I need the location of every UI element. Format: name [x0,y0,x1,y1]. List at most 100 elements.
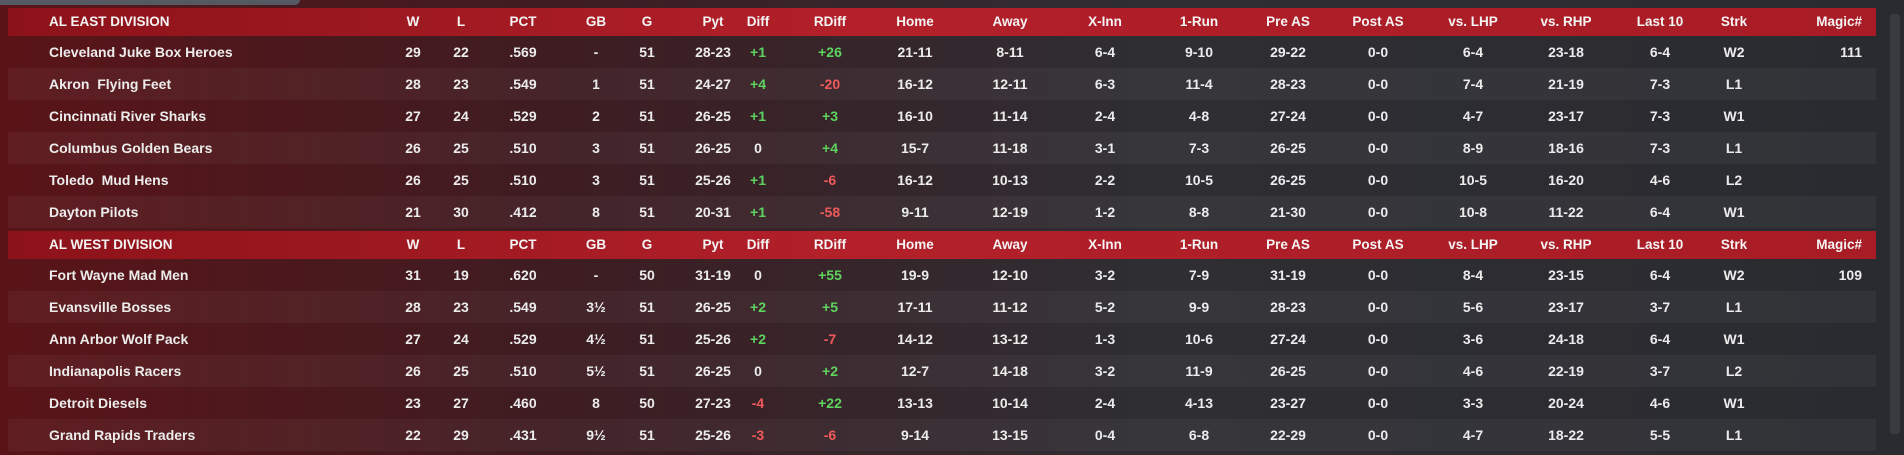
stat: 4½ [586,331,606,347]
column-header: Pyt [702,237,724,252]
stat: .529 [509,108,537,124]
team-row[interactable]: Cincinnati River Sharks 27 24 .529 2 51 26-25 +… [8,100,1876,132]
stat: 9½ [586,427,606,443]
stat: 26-25 [695,140,731,156]
stat: .510 [509,172,537,188]
stat: 0-0 [1367,363,1389,379]
stat: 26 [405,363,421,379]
stat: 23-17 [1548,299,1584,315]
stat: 28 [405,299,421,315]
stat: 7-3 [1649,108,1671,124]
stat: 22 [453,44,469,60]
stat: 4-6 [1649,172,1671,188]
column-header: Diff [746,237,770,252]
stat: 24-27 [695,76,731,92]
stat: - [593,267,599,283]
stat: 27 [405,331,421,347]
stat: 7-3 [1649,140,1671,156]
stat: 1 [592,76,600,92]
stat: 11-22 [1548,204,1584,220]
stat: 6-3 [1094,76,1116,92]
column-header: vs. LHP [1448,14,1498,29]
team-row[interactable]: Akron Flying Feet 28 23 .549 1 51 24-27 +4 -20 16… [8,68,1876,100]
stat: 0-0 [1367,76,1389,92]
stat: 0 [754,363,762,379]
division-title: AL EAST DIVISION [49,14,170,29]
stat: 8-4 [1462,267,1484,283]
stat: 11-12 [992,299,1028,315]
team-row[interactable]: Toledo Mud Hens 26 25 .510 3 51 25-26 +1 -6 16-12… [8,164,1876,196]
stat: 4-6 [1462,363,1484,379]
stat: 21-11 [897,44,933,60]
stat: -20 [819,76,841,92]
stat: W1 [1723,204,1745,220]
stat: .460 [509,395,537,411]
stat: 0-0 [1367,108,1389,124]
stat: -6 [823,172,837,188]
stat: 4-13 [1184,395,1214,411]
stat: 3-2 [1094,363,1116,379]
stat: 22 [405,427,421,443]
stat: 23 [405,395,421,411]
stat: 10-6 [1184,331,1214,347]
stat: .549 [509,76,537,92]
team-row[interactable]: Ann Arbor Wolf Pack 27 24 .529 4½ 51 25-26 +2 -7… [8,323,1876,355]
column-header: Away [992,14,1028,29]
stat: 4-8 [1188,108,1210,124]
stat: 31 [405,267,421,283]
stat: 4-7 [1462,427,1484,443]
stat: 8-8 [1188,204,1210,220]
column-header: L [456,14,466,29]
stat: 11-18 [992,140,1028,156]
column-header: PCT [509,237,537,252]
stat: 51 [639,331,655,347]
scrollbar[interactable] [1890,14,1900,434]
team-row[interactable]: Indianapolis Racers 26 25 .510 5½ 51 26-25 0 +2 1… [8,355,1876,387]
column-header: Magic# [1816,14,1862,29]
team-name: Fort Wayne Mad Men [49,267,189,283]
team-row[interactable]: Evansville Bosses 28 23 .549 3½ 51 26-25 +2 +5 17… [8,291,1876,323]
team-name: Akron Flying Feet [49,76,172,92]
stat: 13-12 [992,331,1028,347]
team-row[interactable]: Columbus Golden Bears 26 25 .510 3 51 26-25 0 +4… [8,132,1876,164]
team-row[interactable]: Fort Wayne Mad Men 31 19 .620 - 50 31-19 0 +55 19… [8,259,1876,291]
stat: 27-23 [695,395,731,411]
stat: 0 [754,267,762,283]
division-title: AL WEST DIVISION [49,237,173,252]
stat: 6-4 [1649,204,1671,220]
team-row[interactable]: Grand Rapids Traders 22 29 .431 9½ 51 25-26 -3 -… [8,419,1876,451]
column-header: Last 10 [1636,14,1684,29]
team-row[interactable]: Cleveland Juke Box Heroes 29 22 .569 - 51 28-2… [8,36,1876,68]
stat: 0-0 [1367,331,1389,347]
stat: 23-18 [1548,44,1584,60]
team-row[interactable]: Detroit Diesels 23 27 .460 8 50 27-23 -4 +22 13-1… [8,387,1876,419]
stat: 25-26 [695,427,731,443]
stat: 28-23 [1270,299,1306,315]
team-row[interactable]: Dayton Pilots 21 30 .412 8 51 20-31 +1 -58 9-11 12… [8,196,1876,228]
stat: .431 [509,427,537,443]
stat: W1 [1723,331,1745,347]
column-header: Post AS [1352,14,1404,29]
stat: 19-9 [900,267,930,283]
stat: 16-10 [897,108,933,124]
stat: +4 [822,140,838,156]
stat: 27 [405,108,421,124]
stat: 3-7 [1649,363,1671,379]
stat: -4 [751,395,765,411]
stat: 51 [639,172,655,188]
stat: 28 [405,76,421,92]
stat: 23-17 [1548,108,1584,124]
stat: 3-1 [1094,140,1116,156]
stat: 10-5 [1458,172,1488,188]
stat: 0-0 [1367,172,1389,188]
column-header: Magic# [1816,237,1862,252]
stat: 12-10 [992,267,1028,283]
column-header: Home [896,14,934,29]
stat: 50 [639,267,655,283]
column-header: Pyt [702,14,724,29]
stat: L1 [1725,140,1743,156]
stat: 2 [592,108,600,124]
stat: +22 [818,395,842,411]
stat: .510 [509,363,537,379]
stat: 25-26 [695,331,731,347]
